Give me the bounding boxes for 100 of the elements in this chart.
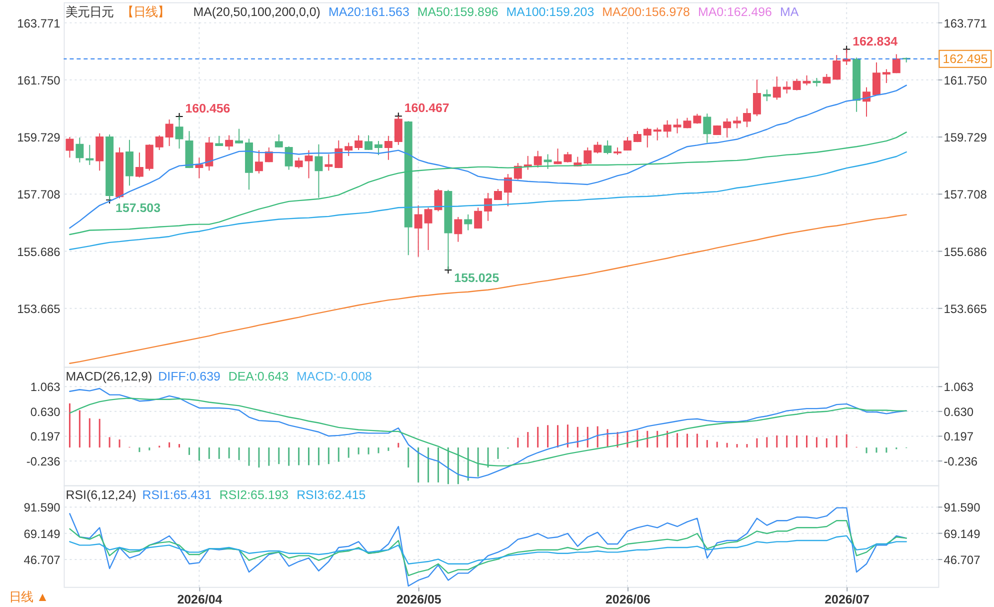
text: MA20:161.563	[328, 5, 410, 20]
candlestick	[554, 148, 562, 165]
candlestick	[215, 135, 224, 146]
candlestick	[374, 140, 382, 156]
line-series	[69, 214, 907, 364]
annotation: MA	[780, 5, 800, 20]
line-series	[69, 507, 907, 587]
text: MA100:159.203	[506, 5, 594, 20]
candlestick	[254, 150, 263, 174]
candlestick	[135, 152, 144, 178]
chart-title: RSI(6,12,24)	[66, 488, 136, 502]
candlestick	[484, 192, 492, 222]
y-tick-label: 153.665	[17, 302, 61, 316]
candlestick	[832, 54, 841, 80]
y2-tick-label: 1.063	[944, 380, 974, 394]
line-series	[69, 151, 907, 250]
candlestick	[723, 118, 732, 138]
y-tick-label: 0.630	[30, 404, 61, 419]
text: 日线 ▲	[8, 590, 49, 604]
line-series	[69, 398, 907, 466]
candlestick	[782, 80, 791, 94]
y-tick-label: -0.236	[26, 454, 61, 468]
chart-title: MACD(26,12,9)	[66, 370, 152, 384]
candlestick	[145, 144, 154, 172]
y-tick-label: 155.686	[17, 244, 61, 259]
candlestick	[284, 146, 293, 170]
x-tick-label: 2026/06	[605, 592, 651, 606]
candlestick	[733, 116, 742, 129]
y2-tick-label: 159.729	[944, 130, 988, 145]
chart-title: 美元日元	[66, 5, 114, 20]
candlestick	[892, 54, 900, 74]
candlestick	[324, 154, 333, 172]
candlestick	[643, 127, 652, 148]
text: RSI3:62.415	[296, 488, 366, 502]
y2-tick-label: 153.665	[944, 302, 988, 316]
y2-tick-label: -0.236	[944, 454, 978, 468]
candlestick	[274, 134, 283, 148]
candlestick	[205, 136, 214, 172]
text: RSI1:65.431	[142, 488, 212, 502]
candlestick	[314, 144, 323, 198]
candlestick	[235, 128, 244, 144]
candlestick	[772, 76, 781, 100]
y2-tick-label: 46.707	[944, 553, 981, 568]
series-label: DEA:0.643	[228, 370, 289, 384]
candlestick	[762, 89, 771, 102]
candlestick	[534, 150, 542, 168]
candlestick	[364, 134, 373, 151]
candlestick	[544, 154, 552, 170]
candlestick	[66, 136, 74, 158]
candlestick	[752, 79, 761, 117]
candlestick	[155, 134, 164, 151]
candlestick	[424, 207, 432, 251]
chart-subtitle: 【日线】	[122, 5, 170, 20]
candlestick	[464, 214, 472, 231]
y-tick-label: 159.729	[17, 130, 61, 145]
candlestick	[76, 137, 84, 163]
y-tick-label: 1.063	[30, 380, 61, 394]
y-tick-label: 161.750	[17, 73, 61, 88]
text: RSI2:65.193	[219, 488, 289, 502]
candlestick	[96, 132, 104, 172]
candlestick	[264, 146, 273, 163]
candlestick	[604, 140, 612, 155]
candlestick	[474, 207, 482, 230]
candlestick	[354, 134, 363, 151]
y2-tick-label: 155.686	[944, 244, 988, 259]
candlestick	[514, 162, 522, 180]
candlestick	[703, 113, 712, 144]
candlestick	[304, 150, 313, 179]
y2-tick-label: 163.771	[944, 16, 988, 30]
y-tick-label: 91.590	[24, 500, 61, 515]
x-tick-label: 2026/04	[177, 592, 222, 606]
text: 160.467	[404, 101, 450, 116]
candlestick	[743, 108, 751, 128]
candlestick	[225, 134, 234, 151]
line-series	[69, 132, 907, 236]
legend-title: MA(20,50,100,200,0,0)	[193, 5, 320, 20]
y2-tick-label: 91.590	[944, 500, 981, 515]
candlestick	[334, 140, 343, 169]
y-tick-label: 69.149	[24, 526, 61, 541]
candlestick	[584, 146, 592, 165]
y-tick-label: 46.707	[24, 553, 61, 568]
candlestick	[792, 78, 801, 91]
candlestick	[384, 135, 392, 160]
text: 157.503	[116, 200, 161, 215]
text: 160.456	[185, 102, 230, 116]
x-tick-label: 2026/05	[396, 592, 442, 606]
candlestick	[434, 188, 442, 212]
ref-line-label: 162.495	[942, 52, 988, 66]
candlestick	[165, 118, 174, 147]
candlestick	[673, 118, 682, 134]
candlestick	[86, 144, 94, 166]
candlestick	[344, 142, 353, 156]
y-tick-label: 157.708	[17, 188, 61, 202]
candlestick	[125, 139, 134, 186]
line-series	[69, 535, 907, 564]
y-tick-label: 163.771	[17, 16, 61, 30]
candlestick	[594, 141, 602, 154]
candlestick	[454, 216, 462, 242]
candlestick	[294, 157, 303, 169]
text: 162.834	[852, 34, 898, 48]
